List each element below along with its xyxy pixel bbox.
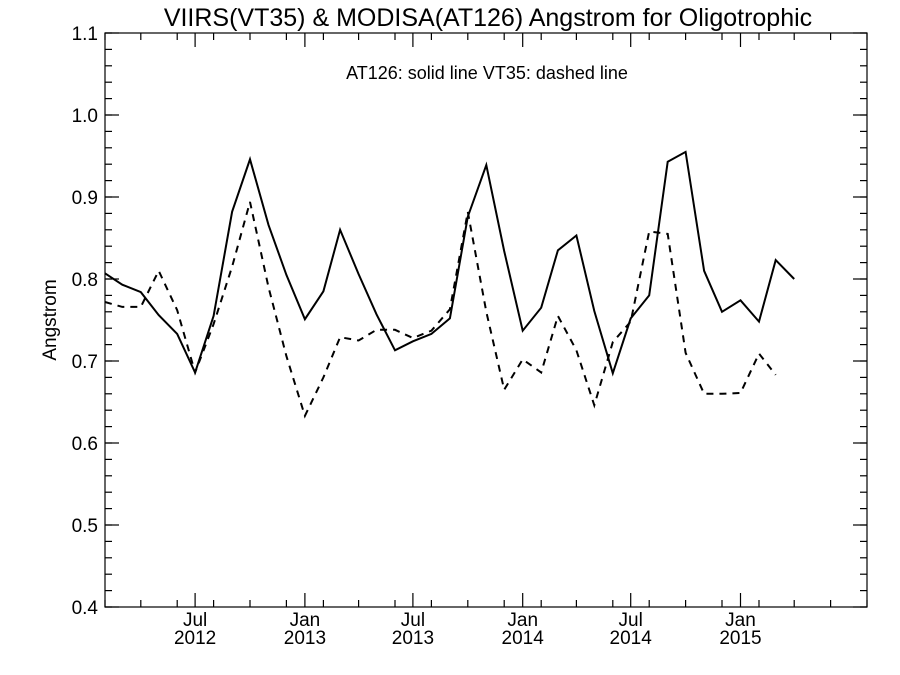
axis-ticks bbox=[104, 32, 868, 608]
x-tick-year-label: 2014 bbox=[610, 628, 653, 649]
y-tick-label: 0.5 bbox=[72, 516, 98, 537]
x-tick-month-label: Jan bbox=[507, 610, 538, 631]
x-tick-month-label: Jul bbox=[183, 610, 207, 631]
data-series bbox=[104, 150, 795, 419]
y-tick-label: 1.1 bbox=[72, 24, 98, 45]
x-tick-year-label: 2015 bbox=[719, 628, 761, 649]
chart-title: VIIRS(VT35) & MODISA(AT126) Angstrom for… bbox=[164, 4, 812, 32]
y-axis-label: Angstrom bbox=[40, 279, 61, 360]
series-line-vt35 bbox=[104, 201, 777, 419]
axis-tick-labels: 0.40.50.60.70.80.91.01.1Jul2012Jan2013Ju… bbox=[72, 24, 762, 649]
x-tick-month-label: Jan bbox=[725, 610, 756, 631]
y-tick-label: 0.9 bbox=[72, 188, 98, 209]
series-annotation: AT126: solid line VT35: dashed line bbox=[346, 63, 628, 83]
y-tick-label: 0.7 bbox=[72, 352, 98, 373]
plot-frame bbox=[104, 32, 868, 608]
x-tick-year-label: 2013 bbox=[392, 628, 434, 649]
x-tick-month-label: Jan bbox=[290, 610, 321, 631]
y-tick-label: 0.6 bbox=[72, 434, 98, 455]
y-tick-label: 0.8 bbox=[72, 270, 98, 291]
y-tick-label: 0.4 bbox=[72, 598, 99, 619]
y-tick-label: 1.0 bbox=[72, 106, 98, 127]
x-tick-year-label: 2012 bbox=[174, 628, 216, 649]
series-line-at126 bbox=[104, 150, 795, 377]
x-tick-year-label: 2013 bbox=[284, 628, 326, 649]
x-tick-month-label: Jul bbox=[401, 610, 425, 631]
x-tick-month-label: Jul bbox=[619, 610, 643, 631]
x-tick-year-label: 2014 bbox=[502, 628, 545, 649]
